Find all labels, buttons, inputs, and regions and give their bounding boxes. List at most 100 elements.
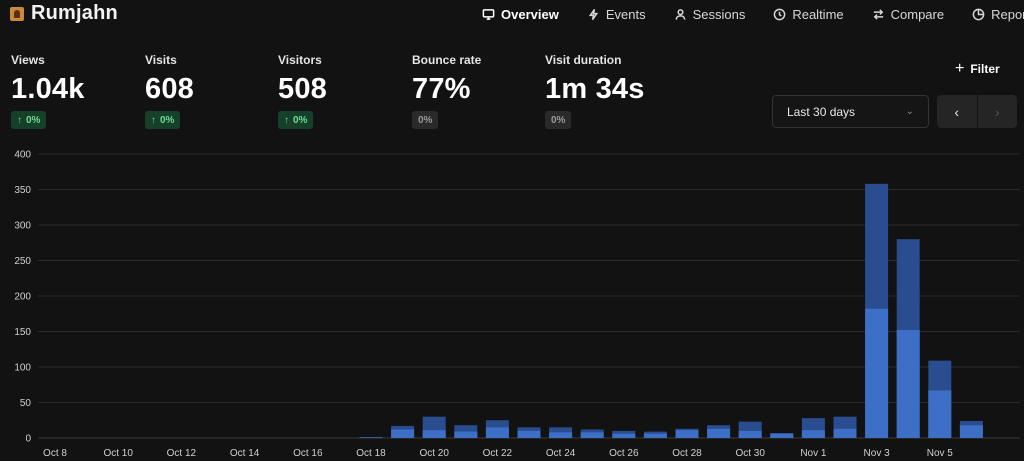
x-tick-label: Oct 20 <box>419 448 449 459</box>
x-tick-label: Nov 5 <box>927 448 954 459</box>
nav-overview[interactable]: Overview <box>482 6 559 22</box>
x-tick-label: Oct 14 <box>230 448 260 459</box>
bar-visitors[interactable] <box>549 432 573 438</box>
bar-visitors[interactable] <box>675 430 699 438</box>
main-nav: Overview Events Sessions Realtime Compar… <box>482 6 1024 22</box>
x-tick-label: Oct 10 <box>103 448 133 459</box>
bar-visitors[interactable] <box>580 432 604 438</box>
chevron-down-icon: ⌄ <box>905 106 914 117</box>
metric-label: Bounce rate <box>412 53 482 67</box>
metric-change: 0% <box>418 114 433 126</box>
bar-visitors[interactable] <box>896 330 920 438</box>
top-bar: Rumjahn Overview Events Sessions Realtim… <box>0 0 1024 28</box>
metric-label: Visit duration <box>545 53 622 67</box>
chevron-left-icon: ‹ <box>954 103 960 120</box>
metric-change-badge: ↑ 0% <box>11 111 47 129</box>
metric-value: 508 <box>278 73 327 105</box>
x-tick-label: Nov 3 <box>864 448 891 459</box>
arrow-up-icon: ↑ <box>284 114 289 126</box>
date-pager: ‹ › <box>937 95 1017 128</box>
bar-visitors[interactable] <box>422 430 446 438</box>
site-brand[interactable]: Rumjahn <box>10 2 118 25</box>
nav-realtime-label: Realtime <box>792 6 844 22</box>
site-name: Rumjahn <box>31 2 118 24</box>
metric-change: 0% <box>160 114 175 126</box>
x-tick-label: Oct 16 <box>293 448 323 459</box>
chevron-right-icon: › <box>994 103 1000 120</box>
metric-change: 0% <box>551 114 566 126</box>
user-icon <box>675 8 685 20</box>
metric-change: 0% <box>293 114 308 126</box>
y-tick-label: 250 <box>14 256 31 267</box>
bar-visitors[interactable] <box>612 433 636 438</box>
bar-visitors[interactable] <box>359 437 383 438</box>
nav-events[interactable]: Events <box>587 6 646 22</box>
x-tick-label: Oct 26 <box>609 448 639 459</box>
filter-label: Filter <box>970 62 1000 76</box>
bar-visitors[interactable] <box>517 430 541 438</box>
bar-visitors[interactable] <box>738 430 762 438</box>
next-period-button[interactable]: › <box>977 95 1017 128</box>
x-tick-label: Oct 12 <box>167 448 197 459</box>
plus-icon: + <box>955 60 965 77</box>
bar-visitors[interactable] <box>707 428 731 438</box>
bar-visitors[interactable] <box>801 430 825 438</box>
nav-reports-label: Reports <box>991 6 1024 22</box>
x-tick-label: Oct 18 <box>356 448 386 459</box>
nav-realtime[interactable]: Realtime <box>773 6 844 22</box>
arrow-up-icon: ↑ <box>17 114 22 126</box>
y-tick-label: 150 <box>14 327 31 338</box>
metric-value: 1m 34s <box>545 73 645 105</box>
metric-change-badge: ↑ 0% <box>145 111 181 129</box>
x-tick-label: Oct 8 <box>43 448 67 459</box>
nav-sessions[interactable]: Sessions <box>674 6 746 22</box>
x-tick-label: Oct 24 <box>546 448 576 459</box>
monitor-icon <box>482 8 495 20</box>
traffic-chart[interactable]: 0 50 100 150 200 250 300 350 400 Oct 8 Oct 10 Oct 1… <box>0 145 1024 461</box>
site-favicon-icon <box>10 6 24 21</box>
bar-visitors[interactable] <box>770 433 794 438</box>
x-tick-label: Oct 22 <box>483 448 513 459</box>
x-tick-label: Nov 1 <box>800 448 827 459</box>
y-tick-label: 350 <box>14 185 31 196</box>
bar-visitors[interactable] <box>391 429 415 438</box>
lightning-icon <box>588 8 598 20</box>
metric-value: 608 <box>145 73 194 105</box>
y-tick-label: 200 <box>14 292 31 303</box>
date-range-value: Last 30 days <box>787 104 856 119</box>
metric-change: 0% <box>26 114 41 126</box>
metrics-bar: Views 1.04k ↑ 0% Visits 608 ↑ 0% Visitor… <box>11 53 711 133</box>
bar-visitors[interactable] <box>643 433 667 438</box>
metric-value: 1.04k <box>11 73 85 105</box>
date-range-select[interactable]: Last 30 days ⌄ <box>772 95 929 128</box>
x-tick-label: Oct 30 <box>735 448 765 459</box>
arrows-icon <box>873 8 883 20</box>
y-tick-label: 50 <box>20 398 32 409</box>
metric-bounce-rate[interactable]: Bounce rate 77% 0% <box>412 53 542 129</box>
report-icon <box>972 8 985 20</box>
bar-visitors[interactable] <box>485 427 509 438</box>
filter-button[interactable]: + Filter <box>955 60 1000 77</box>
nav-reports[interactable]: Reports <box>972 6 1024 22</box>
bar-visitors[interactable] <box>454 431 478 438</box>
metric-views[interactable]: Views 1.04k ↑ 0% <box>11 53 141 129</box>
nav-sessions-label: Sessions <box>692 6 746 22</box>
bar-visitors[interactable] <box>959 425 983 438</box>
previous-period-button[interactable]: ‹ <box>937 95 977 128</box>
bar-visitors[interactable] <box>865 308 889 438</box>
y-tick-label: 300 <box>14 221 31 232</box>
nav-events-label: Events <box>605 6 646 22</box>
arrow-up-icon: ↑ <box>151 114 156 126</box>
metric-visit-duration[interactable]: Visit duration 1m 34s 0% <box>545 53 705 129</box>
clock-icon <box>773 8 786 20</box>
bar-visitors[interactable] <box>928 390 952 438</box>
metric-visitors[interactable]: Visitors 508 ↑ 0% <box>278 53 408 129</box>
bar-visitors[interactable] <box>833 428 857 438</box>
nav-compare[interactable]: Compare <box>872 6 944 22</box>
metric-label: Visitors <box>278 53 322 67</box>
metric-label: Views <box>11 53 45 67</box>
y-tick-label: 0 <box>25 434 31 445</box>
nav-compare-label: Compare <box>890 6 945 22</box>
y-tick-label: 100 <box>14 363 31 374</box>
metric-visits[interactable]: Visits 608 ↑ 0% <box>145 53 275 129</box>
